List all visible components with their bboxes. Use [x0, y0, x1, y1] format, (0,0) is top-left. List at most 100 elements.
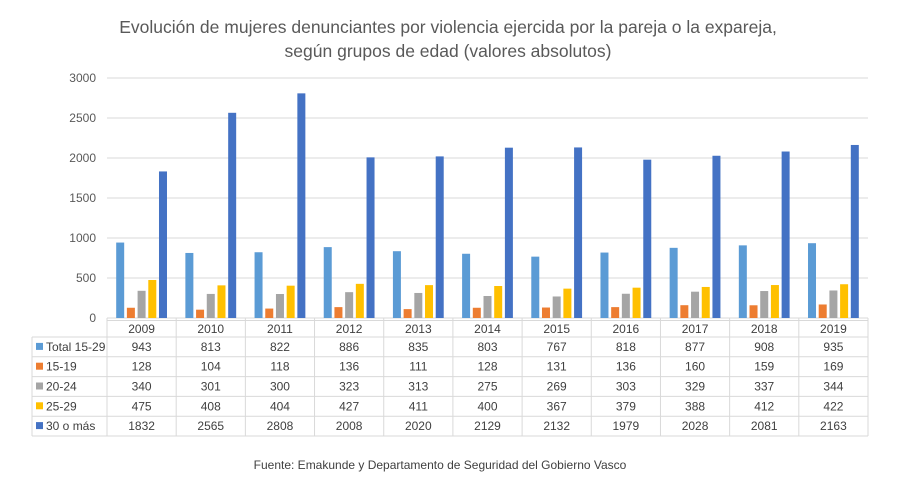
bar-2018-25-29	[770, 285, 779, 318]
bar-2014-15-19	[472, 307, 481, 318]
bar-2012-30-o-más	[366, 157, 375, 318]
data-label: 1979	[613, 419, 640, 433]
data-label: 803	[477, 340, 497, 354]
data-label: 2163	[820, 419, 847, 433]
bar-2012-total-15-29	[323, 247, 332, 318]
category-label: 2018	[751, 322, 778, 336]
bar-2017-20-24	[691, 291, 700, 318]
data-label: 269	[547, 380, 567, 394]
data-label: 400	[477, 399, 497, 413]
bar-2018-15-19	[749, 305, 758, 318]
bar-2009-25-29	[148, 280, 157, 318]
data-label: 1832	[128, 419, 155, 433]
bar-2019-total-15-29	[808, 243, 817, 318]
bar-2013-20-24	[414, 292, 423, 318]
data-label: 935	[823, 340, 843, 354]
bar-2009-total-15-29	[116, 242, 125, 318]
data-label: 337	[754, 380, 774, 394]
bar-2018-30-o-más	[781, 151, 790, 318]
data-label: 159	[754, 360, 774, 374]
bar-2012-15-19	[334, 307, 343, 318]
category-label: 2019	[820, 322, 847, 336]
source-note: Fuente: Emakunde y Departamento de Segur…	[254, 458, 627, 472]
data-label: 2808	[267, 419, 294, 433]
bar-2017-15-19	[680, 305, 689, 318]
bar-2011-total-15-29	[254, 252, 263, 318]
data-label: 822	[270, 340, 290, 354]
bar-2014-20-24	[483, 296, 492, 318]
bar-2010-30-o-más	[228, 112, 237, 318]
data-label: 344	[823, 380, 843, 394]
bar-2010-total-15-29	[185, 252, 194, 318]
bar-2010-20-24	[206, 293, 215, 318]
category-label: 2017	[682, 322, 709, 336]
bar-2012-20-24	[345, 292, 354, 318]
category-label: 2009	[128, 322, 155, 336]
data-label: 813	[201, 340, 221, 354]
bar-2010-25-29	[217, 285, 226, 318]
data-label: 379	[616, 399, 636, 413]
y-axis-ticks: 0 500 1000 1500 2000 2500 3000	[69, 71, 96, 325]
data-label: 104	[201, 360, 221, 374]
bar-2015-15-19	[541, 307, 550, 318]
bar-2012-25-29	[355, 283, 364, 318]
bar-2011-25-29	[286, 285, 295, 318]
data-label: 323	[339, 380, 359, 394]
data-label: 2008	[336, 419, 363, 433]
data-label: 128	[477, 360, 497, 374]
data-label: 908	[754, 340, 774, 354]
bar-2009-15-19	[126, 307, 135, 318]
bar-2013-25-29	[425, 285, 434, 318]
y-tick-label: 3000	[69, 71, 96, 85]
gridlines	[107, 77, 868, 319]
bar-2018-20-24	[760, 291, 769, 318]
data-label: 411	[409, 399, 428, 413]
bar-2019-25-29	[840, 284, 849, 318]
data-label: 367	[547, 399, 567, 413]
bar-2013-15-19	[403, 309, 412, 318]
bar-2011-15-19	[265, 308, 274, 318]
legend-key	[36, 382, 43, 390]
data-label: 160	[685, 360, 705, 374]
bar-2013-total-15-29	[392, 251, 401, 318]
data-label: 2028	[682, 419, 709, 433]
data-label: 329	[685, 380, 705, 394]
bar-2009-30-o-más	[158, 171, 167, 318]
data-label: 427	[339, 399, 359, 413]
legend-key	[36, 342, 43, 350]
bar-2017-25-29	[701, 286, 710, 318]
bar-2016-20-24	[621, 293, 630, 318]
series-label: 20-24	[46, 380, 77, 394]
data-label: 2020	[405, 419, 432, 433]
data-label: 886	[339, 340, 359, 354]
bar-2010-15-19	[196, 309, 205, 318]
data-table: 2009 2010 2011 2012 2013 2014 2015 2016 2017 2018…	[31, 318, 869, 437]
legend-key	[36, 362, 43, 370]
y-tick-label: 1500	[69, 191, 96, 205]
bar-2015-30-o-más	[574, 147, 583, 318]
data-label: 313	[408, 380, 428, 394]
data-label: 412	[754, 399, 774, 413]
bar-2016-total-15-29	[600, 252, 609, 318]
bar-2016-25-29	[632, 287, 641, 318]
data-label: 118	[270, 360, 289, 374]
data-label: 404	[270, 399, 290, 413]
bars	[116, 93, 859, 318]
data-label: 877	[685, 340, 705, 354]
category-label: 2013	[405, 322, 432, 336]
legend-key	[36, 422, 43, 430]
bar-2015-total-15-29	[531, 256, 540, 318]
data-label: 2081	[751, 419, 778, 433]
bar-2009-20-24	[137, 290, 146, 318]
data-label: 388	[685, 399, 705, 413]
data-label: 136	[339, 360, 359, 374]
y-tick-label: 2000	[69, 151, 96, 165]
bar-2017-total-15-29	[669, 247, 678, 318]
data-label: 275	[477, 380, 497, 394]
category-label: 2012	[336, 322, 363, 336]
series-label: 15-19	[46, 360, 77, 374]
bar-2016-30-o-más	[643, 159, 652, 318]
data-label: 818	[616, 340, 636, 354]
y-tick-label: 0	[89, 311, 96, 325]
